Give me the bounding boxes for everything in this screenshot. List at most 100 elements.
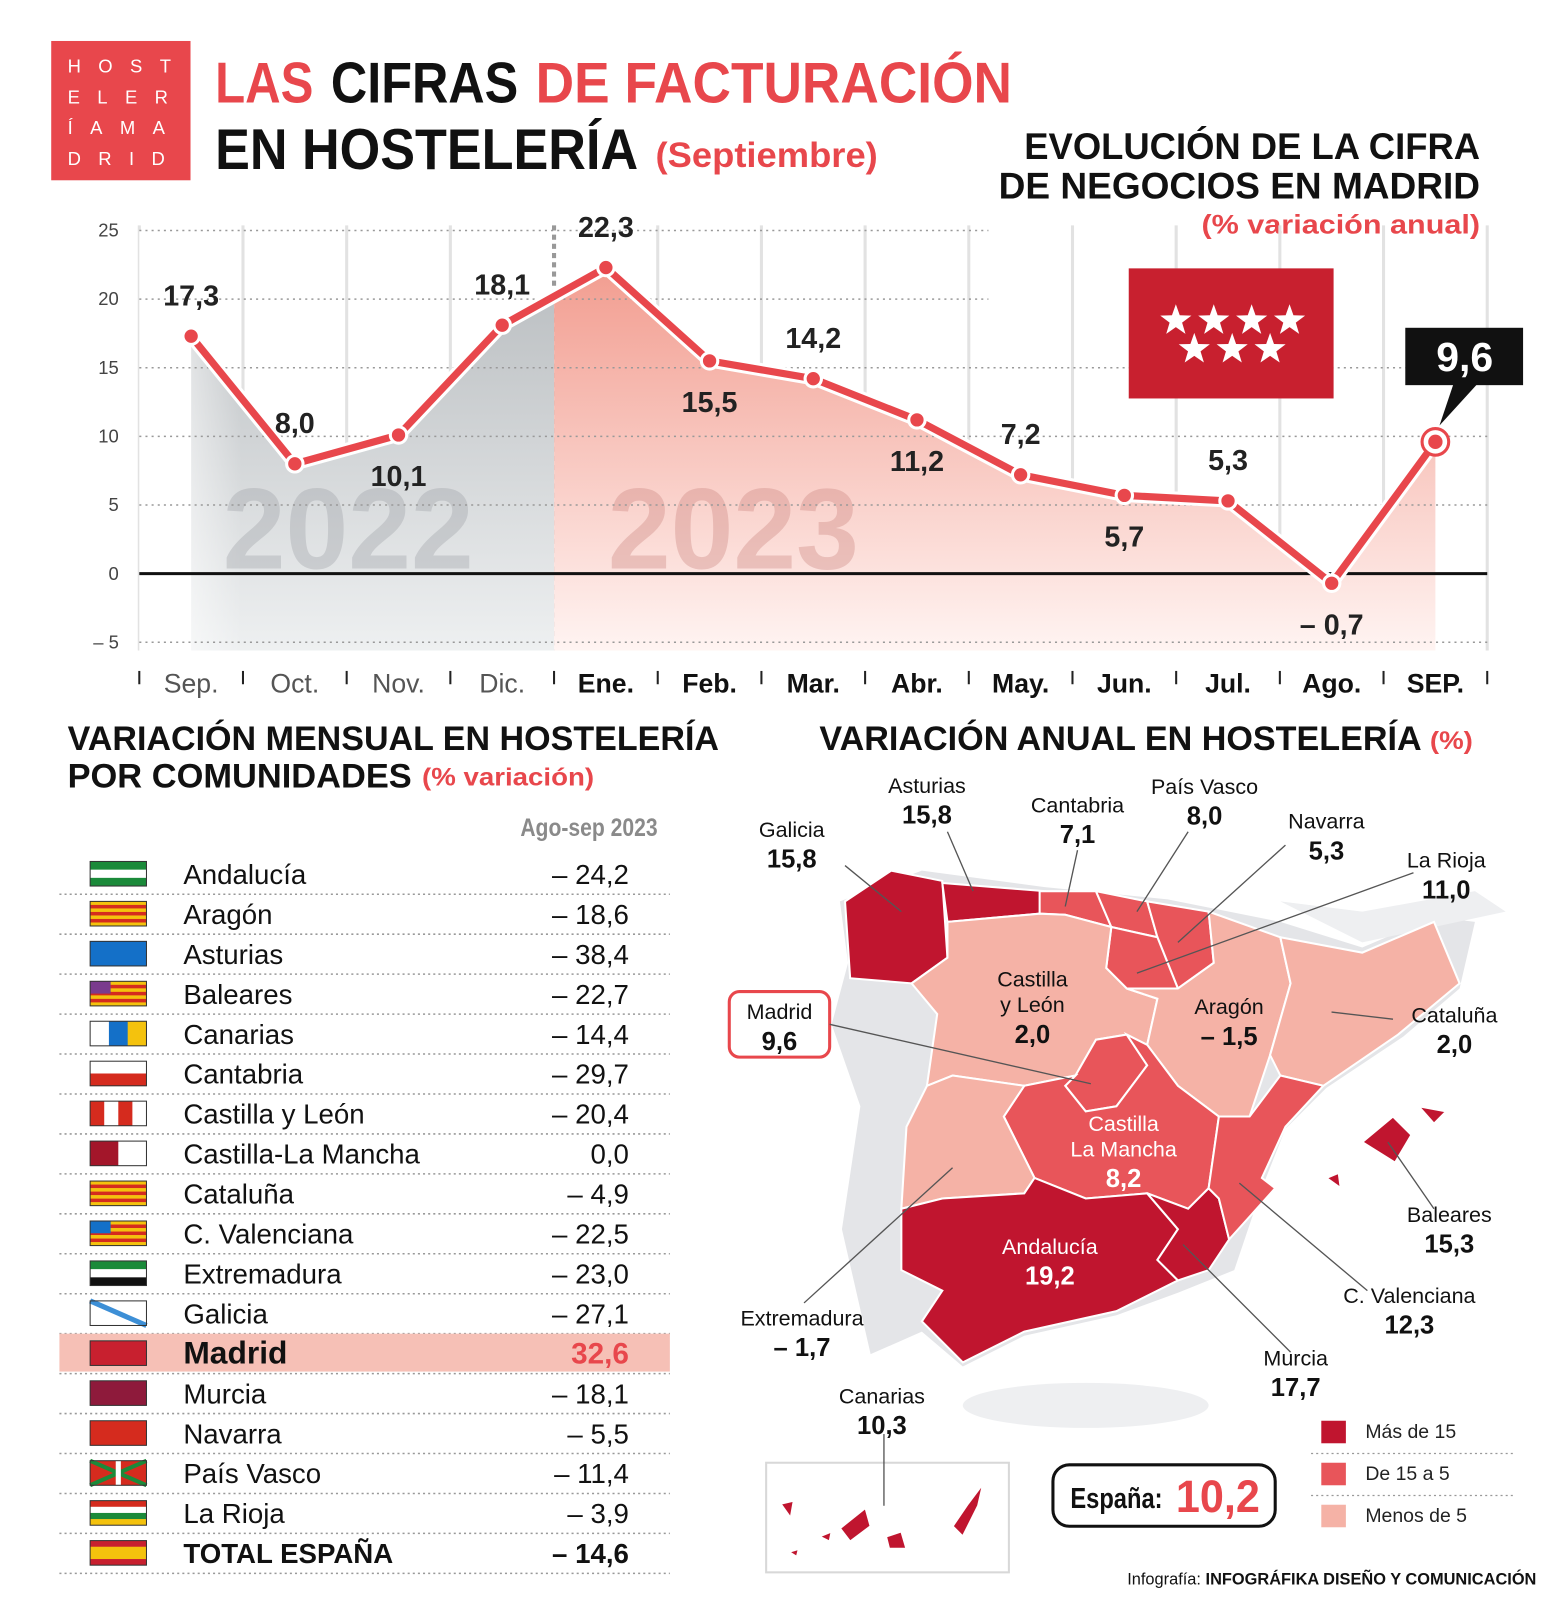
region-value: 15,8 [767,846,817,874]
row-name: Asturias [183,939,283,970]
row-value: – 14,4 [552,1019,629,1050]
flag-stripe [90,1002,147,1007]
region-name: Cantabria [1031,793,1124,817]
region [816,1529,834,1544]
point [1428,434,1443,450]
row-value: – 18,6 [552,899,629,930]
flag-border [89,1060,147,1087]
row-value: – 22,5 [552,1219,629,1250]
flag-border [89,1340,147,1366]
map [778,869,1461,1559]
flag-stripe [90,1559,147,1566]
row-value: 0,0 [590,1139,628,1170]
region [1268,920,1461,1087]
flag-stripe [90,1021,110,1046]
flag-stripe [90,869,147,879]
flag-stripe [90,941,147,967]
flag-stripe [90,998,147,1003]
flag-stripe [90,861,147,870]
flag-stripe [90,1141,119,1166]
flag-band [115,1460,121,1486]
x-tick-label: SEP. [1407,668,1464,698]
flag-border [89,1020,147,1047]
value-label: 22,3 [578,212,634,244]
spain-label: España: [1070,1483,1162,1515]
point [1010,465,1031,485]
flag-stripe [90,1420,147,1446]
flag-border [89,1300,147,1326]
row-value: – 24,2 [552,859,629,890]
flag-stripe [90,1101,105,1126]
table-subtitle: (% variación) [422,765,594,792]
flag-stripe [90,1552,147,1560]
title-part: LAS [215,51,313,115]
row-value: 32,6 [571,1337,629,1370]
area-fade [139,230,550,651]
region-name: Navarra [1288,810,1365,834]
row-value: – 4,9 [567,1179,628,1210]
region-value: 2,0 [1015,1021,1051,1049]
region-name: y León [1000,993,1065,1017]
y-tick-label: 10 [98,426,118,447]
region-name: La Rioja [1407,849,1486,873]
value-label: 17,3 [163,280,219,312]
region [786,1547,801,1559]
logo-line: DRID [68,148,183,169]
region-value: – 1,7 [774,1334,831,1362]
legend-swatch [1321,1420,1346,1444]
region-name: Canarias [839,1384,925,1408]
flag-stripe [90,1519,147,1526]
point [1321,573,1342,593]
x-tick-label: Mar. [787,668,840,698]
x-tick-label: Ene. [578,668,634,698]
point [388,425,409,445]
region-name: País Vasco [1151,775,1258,799]
leader-line [1136,872,1414,974]
region [900,1074,1036,1211]
region [951,1482,985,1539]
flag-border [89,1420,147,1446]
row-value: – 29,7 [552,1059,629,1090]
row-name: La Rioja [183,1498,285,1529]
flag-border [89,900,147,927]
row-name: Murcia [183,1378,267,1409]
row-value: – 14,6 [552,1538,629,1569]
x-tick-label: Sep. [164,668,219,698]
region-value: 2,0 [1437,1031,1473,1059]
flag-stripe [90,1277,147,1286]
flag-stripe [90,915,147,920]
flag-stripe [90,1061,147,1074]
leader-line [1177,844,1286,943]
flag-stars [1160,304,1306,363]
leader-line [1238,1182,1368,1292]
flag-stripe [90,922,147,927]
flag-border [89,1380,147,1406]
point [285,454,305,474]
table-title: POR COMUNIDADES [68,758,412,796]
x-tick-label: Nov. [372,668,425,698]
flag-stripe [90,1224,147,1229]
logo-line: ÍAMA [68,117,183,138]
row-name: País Vasco [183,1458,321,1489]
flag-stripe [90,1512,147,1520]
flag-stripe [90,984,147,989]
credit-text: INFOGRÁFIKA DISEÑO Y COMUNICACIÓN [1206,1569,1537,1589]
x-tick-label: Dic. [479,668,525,698]
x-tick-label: Jul. [1205,668,1251,698]
legend-swatch [1321,1504,1346,1528]
region [778,1499,796,1521]
row-value: – 22,7 [552,979,629,1010]
flag-stripe [90,1235,147,1239]
row-value: – 23,0 [552,1258,629,1289]
point [181,326,201,346]
y-tick-label: 0 [109,563,119,584]
legend-label: De 15 a 5 [1365,1463,1449,1485]
point [907,410,927,430]
region-value: 7,1 [1060,821,1096,849]
chart-title: EVOLUCIÓN DE LA CIFRA [1024,125,1480,167]
chart-title: DE NEGOCIOS EN MADRID [999,166,1480,207]
value-label: 5,7 [1104,522,1144,554]
row-name: Castilla-La Mancha [183,1139,420,1170]
point [596,257,616,278]
